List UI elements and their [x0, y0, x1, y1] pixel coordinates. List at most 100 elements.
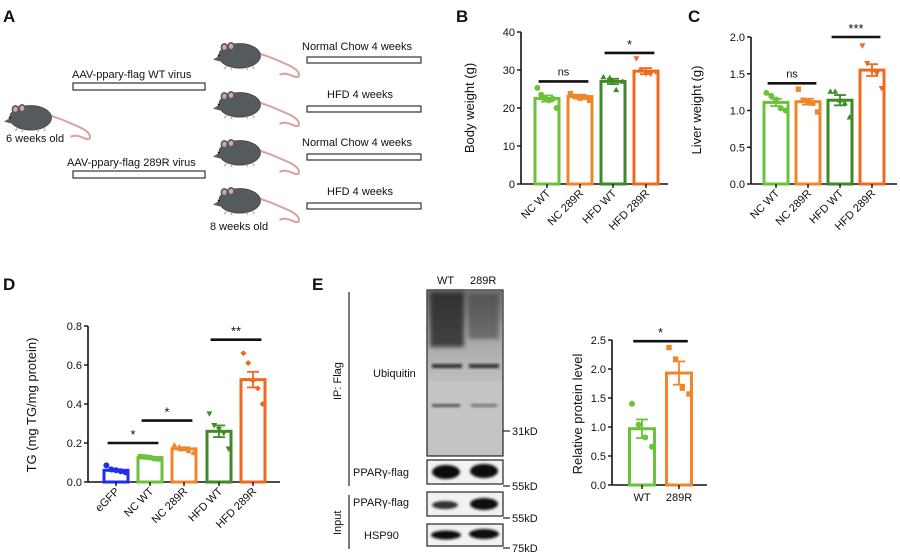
- bar: [762, 100, 790, 186]
- bar: [239, 378, 267, 484]
- y-tick-label: 0.8: [67, 321, 82, 333]
- x-tick-label: NC 289R: [774, 188, 815, 229]
- data-point: [686, 391, 692, 397]
- data-point: [534, 84, 541, 91]
- band: [431, 530, 461, 540]
- marker-75kd: 75kD: [512, 543, 538, 552]
- y-tick-label: 1.5: [730, 69, 745, 81]
- data-point: [176, 443, 183, 450]
- data-point: [613, 86, 620, 93]
- blot-label-pparg-input: PPARγ-flag: [353, 497, 409, 509]
- x-tick-label: eGFP: [93, 486, 122, 515]
- band: [432, 501, 458, 509]
- significance-label: *: [130, 427, 135, 442]
- data-point: [652, 69, 659, 75]
- significance-label: *: [627, 37, 632, 52]
- data-point: [113, 467, 119, 474]
- data-point: [777, 105, 784, 112]
- data-point: [181, 445, 187, 452]
- data-point: [137, 453, 144, 460]
- diet-bar-3: [306, 153, 422, 161]
- x-tick-label: NC 289R: [546, 188, 587, 229]
- data-point: [211, 423, 218, 429]
- data-point: [108, 466, 115, 473]
- data-point: [216, 426, 222, 433]
- data-point: [869, 69, 875, 75]
- r289-smear: [468, 294, 499, 339]
- significance-label: ns: [786, 68, 798, 80]
- diet-bar-4: [306, 202, 422, 210]
- data-point: [649, 443, 655, 450]
- y-tick-label: 1.0: [591, 422, 606, 434]
- data-point: [800, 97, 806, 103]
- y-tick-label: 20: [503, 103, 515, 115]
- data-point: [156, 456, 163, 462]
- mouse-icon: [213, 91, 300, 128]
- wt-smear: [430, 292, 464, 347]
- data-point: [600, 73, 607, 80]
- lane-label-289r: 289R: [470, 275, 496, 287]
- data-point: [254, 385, 261, 392]
- diet-label-1: Normal Chow 4 weeks: [302, 41, 413, 53]
- bar: [566, 95, 594, 186]
- diet-label-4: HFD 4 weeks: [327, 186, 394, 198]
- x-tick-label: NC 289R: [150, 486, 191, 527]
- panel-letter-b: B: [456, 7, 468, 26]
- data-point: [538, 91, 545, 98]
- y-tick-label: 0.0: [591, 480, 606, 492]
- x-tick-label: NC WT: [122, 485, 156, 519]
- data-point: [633, 56, 640, 62]
- significance-label: *: [658, 325, 663, 340]
- data-point: [586, 97, 593, 104]
- y-axis-label: TG (mg TG/mg protein): [24, 338, 39, 473]
- data-point: [837, 97, 843, 103]
- diet-bar-1: [306, 56, 422, 64]
- y-axis-label: Body weight (g): [462, 63, 477, 153]
- data-point: [567, 90, 574, 97]
- y-tick-label: 10: [503, 141, 515, 153]
- y-tick-label: 0.5: [591, 451, 606, 463]
- data-point: [629, 400, 635, 407]
- data-point: [878, 86, 885, 92]
- significance-label: ns: [558, 66, 570, 78]
- data-point: [810, 100, 816, 106]
- data-point: [147, 454, 153, 461]
- virus-289r-label: AAV-ppary-flag 289R virus: [67, 157, 196, 169]
- diet-label-3: Normal Chow 4 weeks: [302, 137, 413, 149]
- data-point: [577, 95, 583, 101]
- data-point: [152, 455, 158, 462]
- bar: [665, 371, 693, 487]
- y-tick-label: 2.5: [591, 335, 606, 347]
- data-point: [185, 447, 192, 454]
- band: [470, 464, 498, 478]
- y-tick-label: 0.5: [730, 142, 745, 154]
- data-point: [768, 92, 775, 99]
- band: [471, 404, 497, 407]
- data-point: [572, 93, 578, 100]
- significance-label: *: [164, 405, 169, 420]
- data-point: [103, 462, 110, 469]
- data-point: [647, 71, 654, 78]
- band: [432, 465, 460, 479]
- data-point: [220, 430, 227, 437]
- data-point: [225, 446, 232, 452]
- marker-31kd: 31kD: [512, 426, 538, 438]
- diet-bar-2: [306, 105, 422, 113]
- y-tick-label: 40: [503, 27, 515, 39]
- data-point: [666, 344, 672, 351]
- band: [432, 364, 462, 368]
- data-point: [250, 377, 256, 384]
- data-point: [606, 74, 613, 80]
- blot-label-hsp90: HSP90: [364, 530, 399, 542]
- significance-label: **: [231, 324, 241, 339]
- mouse-icon: [4, 104, 91, 141]
- data-point: [805, 98, 811, 105]
- input-label: Input: [332, 511, 344, 535]
- y-tick-label: 0.2: [67, 438, 82, 450]
- y-tick-label: 2.0: [591, 364, 606, 376]
- mouse-icon: [213, 139, 300, 176]
- data-point: [553, 105, 560, 111]
- data-point: [832, 88, 839, 94]
